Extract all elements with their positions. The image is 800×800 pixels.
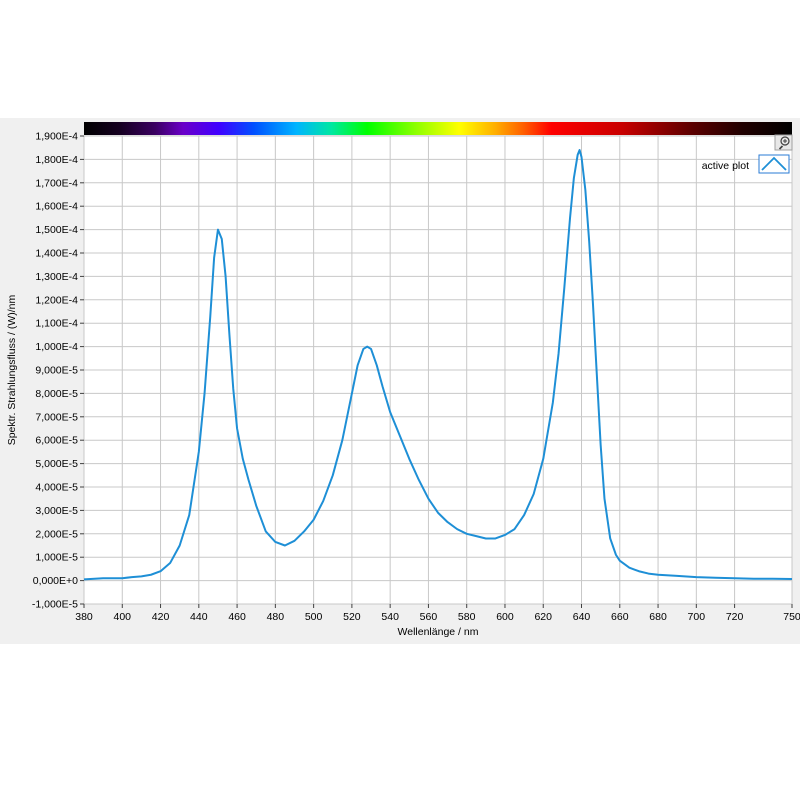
zoom-button[interactable] xyxy=(774,134,793,151)
x-tick-label: 440 xyxy=(190,611,208,623)
legend-line-icon xyxy=(761,156,787,171)
magnifier-plus-icon xyxy=(778,136,790,150)
x-tick-label: 460 xyxy=(228,611,246,623)
y-tick-label: 9,000E-5 xyxy=(35,365,78,377)
legend-swatch xyxy=(758,154,790,174)
y-tick-label: 1,600E-4 xyxy=(35,201,78,213)
x-tick-label: 720 xyxy=(726,611,744,623)
x-tick-label: 420 xyxy=(152,611,170,623)
spectrum-color-bar xyxy=(84,122,792,135)
y-tick-label: 5,000E-5 xyxy=(35,458,78,470)
y-axis-title: Spektr. Strahlungsfluss / (W)/nm xyxy=(6,294,18,445)
x-tick-label: 520 xyxy=(343,611,361,623)
y-tick-label: 1,000E-5 xyxy=(35,552,78,564)
legend-label: active plot xyxy=(702,160,749,172)
y-tick-label: 1,200E-4 xyxy=(35,294,78,306)
x-tick-label: 750 xyxy=(783,611,800,623)
x-tick-label: 540 xyxy=(381,611,399,623)
y-tick-label: 1,700E-4 xyxy=(35,177,78,189)
y-tick-label: 1,100E-4 xyxy=(35,318,78,330)
spectrum-chart: 380 400 420 440 460 480 500 520 540 560 580 600 620 6… xyxy=(6,122,800,638)
x-tick-label: 580 xyxy=(458,611,476,623)
spectrum-gradient xyxy=(84,122,792,135)
y-tick-label: -1,000E-5 xyxy=(32,599,78,611)
y-tick-label: 1,300E-4 xyxy=(35,271,78,283)
legend: active plot xyxy=(702,154,790,174)
x-tick-label: 640 xyxy=(573,611,591,623)
x-tick-label: 620 xyxy=(534,611,552,623)
x-axis-ticks: 380 400 420 440 460 480 500 520 540 560 580 600 620 6… xyxy=(75,604,800,623)
x-tick-label: 500 xyxy=(305,611,323,623)
x-tick-label: 380 xyxy=(75,611,93,623)
x-tick-label: 680 xyxy=(649,611,667,623)
x-tick-label: 600 xyxy=(496,611,514,623)
y-axis-ticks: -1,000E-5 0,000E+0 1,000E-5 2,000E-5 3,000E-… xyxy=(32,131,84,611)
y-tick-label: 7,000E-5 xyxy=(35,411,78,423)
y-tick-label: 8,000E-5 xyxy=(35,388,78,400)
grid xyxy=(83,135,793,605)
x-tick-label: 660 xyxy=(611,611,629,623)
y-tick-label: 3,000E-5 xyxy=(35,505,78,517)
y-tick-label: 1,400E-4 xyxy=(35,248,78,260)
series-layer xyxy=(83,149,793,581)
y-tick-label: 1,000E-4 xyxy=(35,341,78,353)
y-tick-label: 2,000E-5 xyxy=(35,528,78,540)
x-axis-title: Wellenlänge / nm xyxy=(398,626,479,638)
x-tick-label: 560 xyxy=(420,611,438,623)
x-tick-label: 400 xyxy=(114,611,132,623)
y-tick-label: 1,900E-4 xyxy=(35,131,78,143)
y-tick-label: 6,000E-5 xyxy=(35,435,78,447)
y-tick-label: 1,500E-4 xyxy=(35,224,78,236)
y-tick-label: 0,000E+0 xyxy=(33,575,78,587)
x-tick-label: 480 xyxy=(267,611,285,623)
x-tick-label: 700 xyxy=(688,611,706,623)
y-tick-label: 1,800E-4 xyxy=(35,154,78,166)
y-tick-label: 4,000E-5 xyxy=(35,482,78,494)
series-line xyxy=(83,149,793,581)
chart-panel: 380 400 420 440 460 480 500 520 540 560 580 600 620 6… xyxy=(0,118,800,644)
